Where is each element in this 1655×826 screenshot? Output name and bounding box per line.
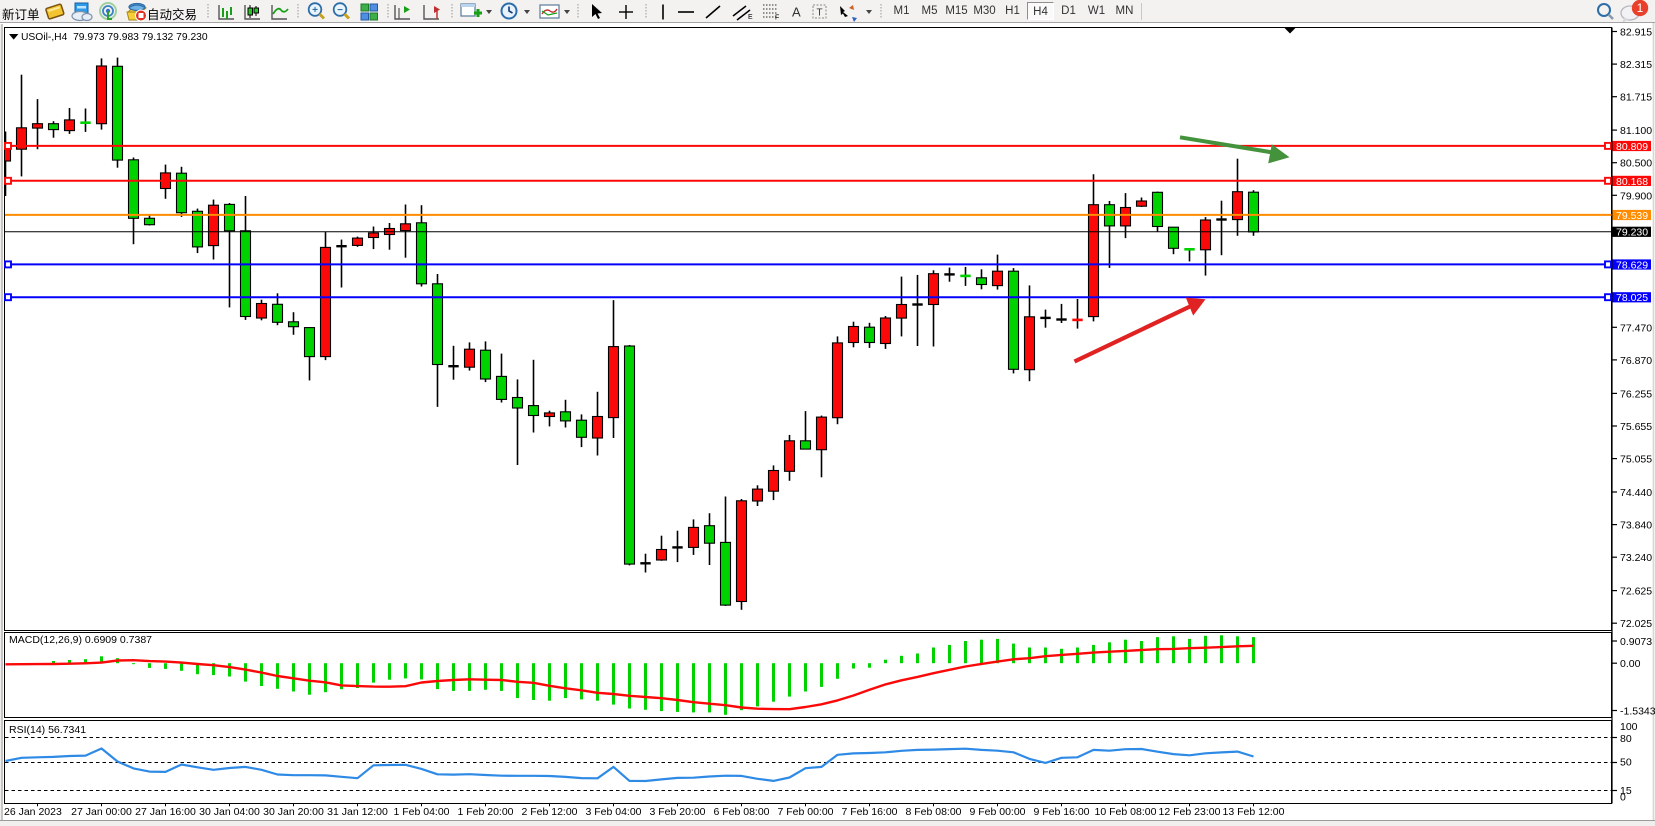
svg-text:3 Feb 04:00: 3 Feb 04:00 bbox=[585, 806, 641, 818]
svg-text:3 Feb 20:00: 3 Feb 20:00 bbox=[649, 806, 705, 818]
svg-text:80.809: 80.809 bbox=[1616, 141, 1648, 153]
svg-text:27 Jan 16:00: 27 Jan 16:00 bbox=[135, 806, 196, 818]
svg-text:75.655: 75.655 bbox=[1620, 421, 1652, 433]
svg-text:30 Jan 20:00: 30 Jan 20:00 bbox=[263, 806, 324, 818]
svg-text:T: T bbox=[817, 8, 823, 19]
svg-text:27 Jan 00:00: 27 Jan 00:00 bbox=[71, 806, 132, 818]
svg-text:+: + bbox=[312, 5, 318, 16]
svg-text:31 Jan 12:00: 31 Jan 12:00 bbox=[327, 806, 388, 818]
svg-text:8 Feb 08:00: 8 Feb 08:00 bbox=[905, 806, 961, 818]
svg-text:73.240: 73.240 bbox=[1620, 552, 1652, 564]
svg-text:79.230: 79.230 bbox=[1616, 227, 1648, 239]
svg-text:F: F bbox=[775, 15, 779, 22]
svg-text:75.055: 75.055 bbox=[1620, 454, 1652, 466]
svg-text:-1.5343: -1.5343 bbox=[1620, 706, 1655, 718]
svg-text:6 Feb 08:00: 6 Feb 08:00 bbox=[713, 806, 769, 818]
svg-text:USOil-,H4 79.973 79.983 79.13: USOil-,H4 79.973 79.983 79.132 79.230 bbox=[21, 32, 208, 43]
svg-text:81.715: 81.715 bbox=[1620, 92, 1652, 104]
svg-text:30 Jan 04:00: 30 Jan 04:00 bbox=[199, 806, 260, 818]
svg-text:73.840: 73.840 bbox=[1620, 520, 1652, 532]
svg-text:80: 80 bbox=[1620, 733, 1632, 745]
svg-text:15: 15 bbox=[1620, 785, 1632, 797]
svg-text:0.00: 0.00 bbox=[1620, 658, 1641, 670]
svg-text:E: E bbox=[748, 14, 753, 21]
svg-text:MACD(12,26,9) 0.6909 0.7387: MACD(12,26,9) 0.6909 0.7387 bbox=[9, 634, 152, 646]
svg-text:1 Feb 04:00: 1 Feb 04:00 bbox=[393, 806, 449, 818]
svg-text:9 Feb 00:00: 9 Feb 00:00 bbox=[969, 806, 1025, 818]
svg-text:−: − bbox=[337, 5, 343, 16]
svg-text:RSI(14) 56.7341: RSI(14) 56.7341 bbox=[9, 724, 86, 736]
svg-text:72.025: 72.025 bbox=[1620, 618, 1652, 630]
svg-text:1 Feb 20:00: 1 Feb 20:00 bbox=[457, 806, 513, 818]
svg-text:2 Feb 12:00: 2 Feb 12:00 bbox=[521, 806, 577, 818]
svg-text:50: 50 bbox=[1620, 757, 1632, 769]
svg-text:10 Feb 08:00: 10 Feb 08:00 bbox=[1095, 806, 1157, 818]
svg-text:76.255: 76.255 bbox=[1620, 388, 1652, 400]
svg-text:78.025: 78.025 bbox=[1616, 292, 1648, 304]
svg-text:0.9073: 0.9073 bbox=[1620, 636, 1652, 648]
svg-text:26 Jan 2023: 26 Jan 2023 bbox=[4, 806, 62, 818]
svg-text:100: 100 bbox=[1620, 721, 1638, 733]
svg-text:74.440: 74.440 bbox=[1620, 487, 1652, 499]
svg-text:81.100: 81.100 bbox=[1620, 125, 1652, 137]
svg-text:A: A bbox=[792, 5, 801, 20]
svg-text:77.470: 77.470 bbox=[1620, 322, 1652, 334]
svg-text:79.900: 79.900 bbox=[1620, 190, 1652, 202]
svg-text:7 Feb 00:00: 7 Feb 00:00 bbox=[777, 806, 833, 818]
svg-text:82.315: 82.315 bbox=[1620, 59, 1652, 71]
svg-text:12 Feb 23:00: 12 Feb 23:00 bbox=[1159, 806, 1221, 818]
svg-text:1: 1 bbox=[1637, 1, 1644, 15]
svg-text:82.915: 82.915 bbox=[1620, 27, 1652, 39]
svg-text:80.500: 80.500 bbox=[1620, 158, 1652, 170]
svg-text:79.539: 79.539 bbox=[1616, 210, 1648, 222]
svg-text:13 Feb 12:00: 13 Feb 12:00 bbox=[1223, 806, 1285, 818]
svg-text:76.870: 76.870 bbox=[1620, 355, 1652, 367]
svg-text:9 Feb 16:00: 9 Feb 16:00 bbox=[1033, 806, 1089, 818]
svg-text:7 Feb 16:00: 7 Feb 16:00 bbox=[841, 806, 897, 818]
svg-text:0: 0 bbox=[1620, 792, 1626, 804]
svg-text:72.625: 72.625 bbox=[1620, 586, 1652, 598]
svg-text:80.168: 80.168 bbox=[1616, 176, 1648, 188]
svg-text:78.629: 78.629 bbox=[1616, 259, 1648, 271]
